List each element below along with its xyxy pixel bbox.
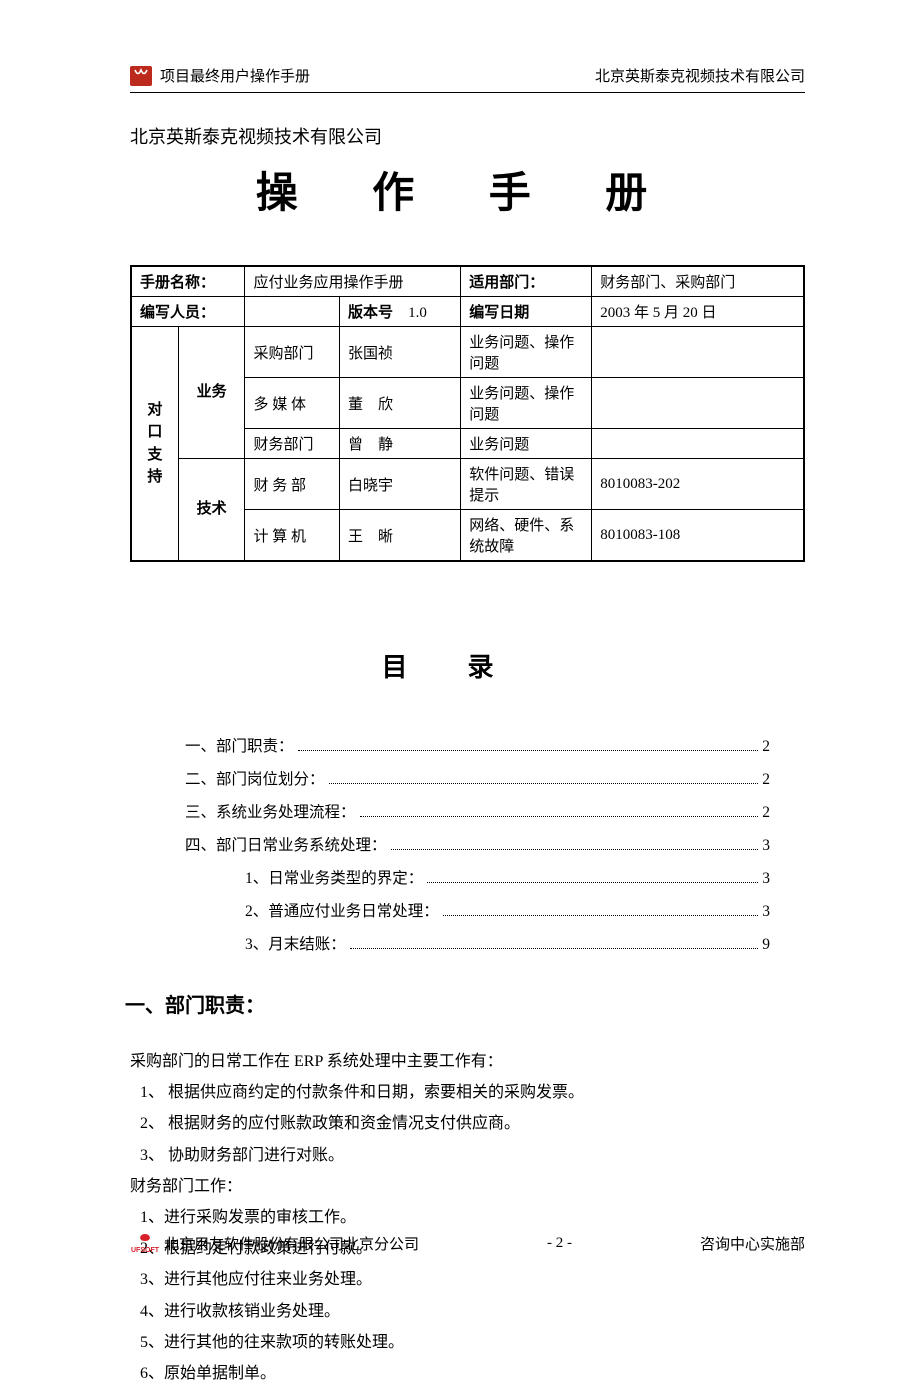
toc-dots: [360, 808, 759, 817]
footer-page-number: - 2 -: [547, 1235, 572, 1252]
table-cell: 业务问题、操作问题: [461, 327, 592, 378]
header-right-text: 北京英斯泰克视频技术有限公司: [595, 65, 805, 86]
company-name: 北京英斯泰克视频技术有限公司: [130, 123, 805, 149]
body-text: 5、进行其他的往来款项的转账处理。: [130, 1327, 805, 1358]
toc-page: 2: [762, 771, 770, 789]
footer-logo-text: UFSOFT: [131, 1247, 160, 1254]
toc-row: 3、月末结账： 9: [185, 932, 770, 954]
table-cell: [592, 327, 804, 378]
body-text: 3、 协助财务部门进行对账。: [130, 1140, 805, 1171]
section-heading: 一、部门职责：: [125, 989, 805, 1018]
toc-page: 2: [762, 804, 770, 822]
tech-vert-label: 技术: [178, 459, 245, 562]
toc-row: 四、部门日常业务系统处理： 3: [185, 833, 770, 855]
body-text: 6、原始单据制单。: [130, 1358, 805, 1389]
header-logo-icon: [130, 66, 152, 86]
table-cell: 财务部门: [245, 429, 340, 459]
dept-label: 适用部门：: [461, 266, 592, 297]
toc-dots: [391, 841, 759, 850]
date-label: 编写日期: [461, 297, 592, 327]
body-text: 2、 根据财务的应付账款政策和资金情况支付供应商。: [130, 1108, 805, 1139]
toc-row: 一、部门职责： 2: [185, 734, 770, 756]
meta-table: 手册名称： 应付业务应用操作手册 适用部门： 财务部门、采购部门 编写人员： 版…: [130, 265, 805, 562]
toc-page: 3: [762, 870, 770, 888]
body-text: 财务部门工作：: [130, 1171, 805, 1202]
table-cell: [592, 378, 804, 429]
body-text: 1、 根据供应商约定的付款条件和日期，索要相关的采购发票。: [130, 1077, 805, 1108]
footer-left-text: 北京用友软件股份有限公司北京分公司: [164, 1233, 419, 1254]
table-cell: 王 晰: [340, 510, 461, 562]
table-cell: 网络、硬件、系统故障: [461, 510, 592, 562]
body-text: 采购部门的日常工作在 ERP 系统处理中主要工作有：: [130, 1046, 805, 1077]
toc-dots: [427, 874, 758, 883]
date-value: 2003 年 5 月 20 日: [592, 297, 804, 327]
body-text: 4、进行收款核销业务处理。: [130, 1296, 805, 1327]
table-cell: 8010083-202: [592, 459, 804, 510]
toc-dots: [329, 775, 759, 784]
toc-label: 一、部门职责：: [185, 734, 294, 756]
toc-row: 2、普通应付业务日常处理： 3: [185, 899, 770, 921]
toc-page: 3: [762, 903, 770, 921]
body-text: 1、进行采购发票的审核工作。: [130, 1202, 805, 1233]
table-cell: 计 算 机: [245, 510, 340, 562]
footer-right-text: 咨询中心实施部: [700, 1233, 805, 1254]
table-cell: 业务问题: [461, 429, 592, 459]
header-rule: [130, 92, 805, 93]
dept-value: 财务部门、采购部门: [592, 266, 804, 297]
toc: 一、部门职责： 2 二、部门岗位划分： 2 三、系统业务处理流程： 2 四、部门日常业…: [130, 734, 805, 954]
manual-name-label: 手册名称：: [131, 266, 245, 297]
biz-vert-label: 业务: [178, 327, 245, 459]
table-cell: 采购部门: [245, 327, 340, 378]
table-cell: 8010083-108: [592, 510, 804, 562]
toc-row: 1、日常业务类型的界定： 3: [185, 866, 770, 888]
table-cell: 白晓宇: [340, 459, 461, 510]
header-left-text: 项目最终用户操作手册: [160, 65, 310, 86]
body-text: 3、进行其他应付往来业务处理。: [130, 1264, 805, 1295]
toc-label: 四、部门日常业务系统处理：: [185, 833, 387, 855]
toc-row: 三、系统业务处理流程： 2: [185, 800, 770, 822]
author-label: 编写人员：: [131, 297, 245, 327]
table-cell: 软件问题、错误提示: [461, 459, 592, 510]
table-cell: 曾 静: [340, 429, 461, 459]
support-vert-label: 对口支持: [131, 327, 178, 562]
toc-label: 二、部门岗位划分：: [185, 767, 325, 789]
toc-label: 三、系统业务处理流程：: [185, 800, 356, 822]
table-cell: [592, 429, 804, 459]
page-footer: UFSOFT 北京用友软件股份有限公司北京分公司 - 2 - 咨询中心实施部: [130, 1232, 805, 1254]
table-cell: 财 务 部: [245, 459, 340, 510]
toc-row: 二、部门岗位划分： 2: [185, 767, 770, 789]
toc-title: 目录: [130, 647, 805, 684]
toc-page: 9: [762, 936, 770, 954]
footer-logo-icon: UFSOFT: [130, 1232, 160, 1254]
table-cell: 董 欣: [340, 378, 461, 429]
table-cell: 多 媒 体: [245, 378, 340, 429]
toc-dots: [298, 742, 759, 751]
toc-label: 3、月末结账：: [245, 932, 346, 954]
author-value: [245, 297, 340, 327]
manual-name-value: 应付业务应用操作手册: [245, 266, 461, 297]
toc-page: 2: [762, 738, 770, 756]
version-label: 版本号: [348, 305, 393, 321]
toc-dots: [350, 940, 758, 949]
table-cell: 张国祯: [340, 327, 461, 378]
main-title: 操 作 手 册: [130, 159, 805, 220]
toc-label: 1、日常业务类型的界定：: [245, 866, 423, 888]
page-header: 项目最终用户操作手册 北京英斯泰克视频技术有限公司: [130, 65, 805, 86]
toc-dots: [443, 907, 758, 916]
toc-label: 2、普通应付业务日常处理：: [245, 899, 439, 921]
version-value: 1.0: [408, 305, 427, 321]
toc-page: 3: [762, 837, 770, 855]
table-cell: 业务问题、操作问题: [461, 378, 592, 429]
